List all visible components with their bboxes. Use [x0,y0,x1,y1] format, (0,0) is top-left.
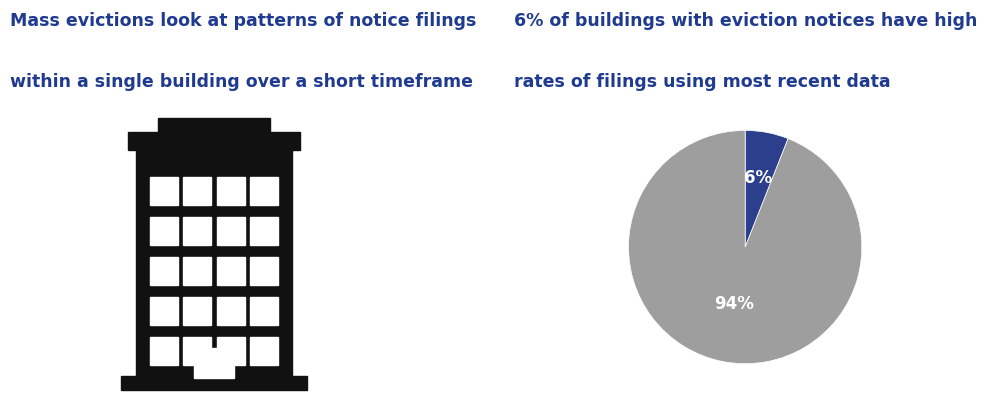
Bar [183,177,211,205]
Wedge shape [628,130,862,364]
Bar [150,217,178,245]
Bar [217,257,245,285]
Text: Mass evictions look at patterns of notice filings: Mass evictions look at patterns of notic… [10,12,476,30]
Bar [250,337,278,365]
Wedge shape [745,130,788,247]
Text: 6% of buildings with eviction notices have high: 6% of buildings with eviction notices ha… [514,12,977,30]
Bar [158,118,270,132]
Bar [217,177,245,205]
Bar [121,376,307,390]
Text: within a single building over a short timeframe: within a single building over a short ti… [10,73,473,91]
Bar [183,297,211,325]
Bar [150,257,178,285]
Bar [217,217,245,245]
Text: rates of filings using most recent data: rates of filings using most recent data [514,73,890,91]
Bar [250,217,278,245]
Bar [183,337,211,365]
Bar [150,297,178,325]
Bar [194,348,234,378]
Bar [250,257,278,285]
Bar [217,297,245,325]
Bar [250,177,278,205]
Bar [150,177,178,205]
Text: 6%: 6% [744,169,772,187]
Bar [128,132,300,150]
Bar [250,297,278,325]
Bar [150,337,178,365]
Bar [136,150,292,380]
Bar [183,217,211,245]
Text: 94%: 94% [714,295,754,313]
Bar [183,257,211,285]
Bar [217,337,245,365]
